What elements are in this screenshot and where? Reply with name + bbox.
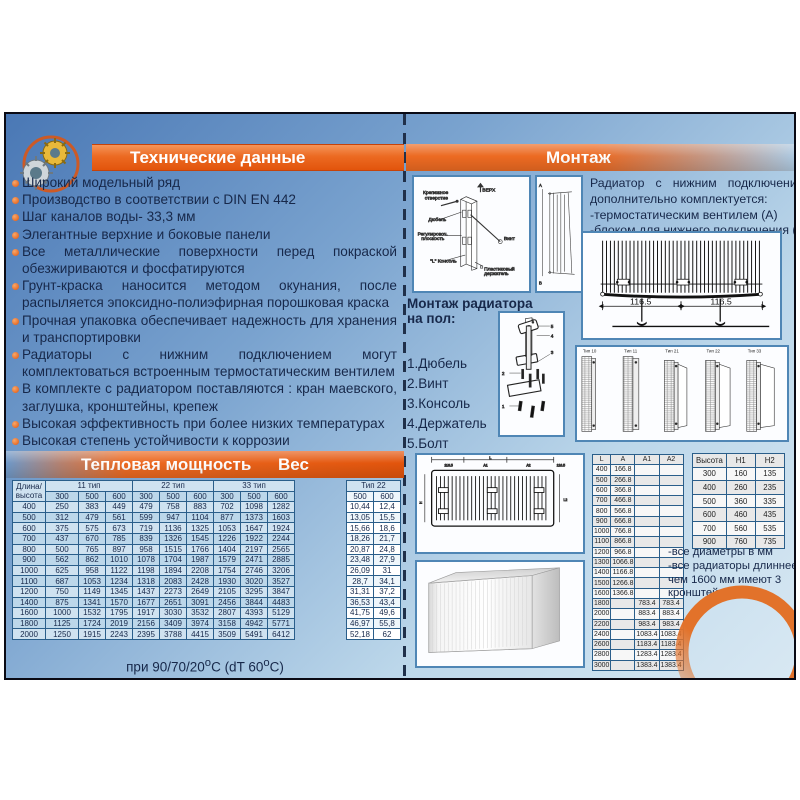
svg-text:Тип 33: Тип 33 — [748, 349, 762, 354]
svg-text:"L" Консоль: "L" Консоль — [430, 258, 457, 264]
svg-text:A1: A1 — [483, 464, 487, 468]
svg-text:116.5: 116.5 — [630, 296, 652, 306]
svg-text:B: B — [539, 280, 542, 285]
svg-text:1: 1 — [502, 404, 505, 409]
svg-text:плоскость: плоскость — [421, 237, 445, 242]
svg-text:Тип 11: Тип 11 — [624, 349, 638, 354]
svg-text:116.5: 116.5 — [710, 296, 732, 306]
svg-text:Винт: Винт — [504, 236, 516, 242]
svg-text:3: 3 — [551, 350, 554, 355]
svg-text:L2: L2 — [563, 498, 567, 502]
svg-text:Тип 10: Тип 10 — [583, 349, 597, 354]
svg-text:A: A — [539, 183, 543, 188]
svg-text:A2: A2 — [526, 464, 530, 468]
svg-text:5: 5 — [551, 324, 554, 329]
svg-text:отверстие: отверстие — [425, 196, 448, 201]
svg-text:Тип 21: Тип 21 — [665, 349, 679, 354]
svg-text:Тип 22: Тип 22 — [707, 349, 721, 354]
svg-text:ВЕРХ: ВЕРХ — [482, 187, 496, 193]
svg-text:116.5: 116.5 — [444, 464, 453, 468]
svg-text:4: 4 — [551, 333, 554, 338]
svg-text:H: H — [419, 501, 423, 504]
svg-text:L: L — [489, 455, 492, 460]
svg-text:Крепежное: Крепежное — [423, 190, 449, 196]
svg-text:2: 2 — [502, 371, 505, 376]
svg-text:116.5: 116.5 — [557, 464, 566, 468]
svg-text:держатель: держатель — [484, 272, 509, 277]
